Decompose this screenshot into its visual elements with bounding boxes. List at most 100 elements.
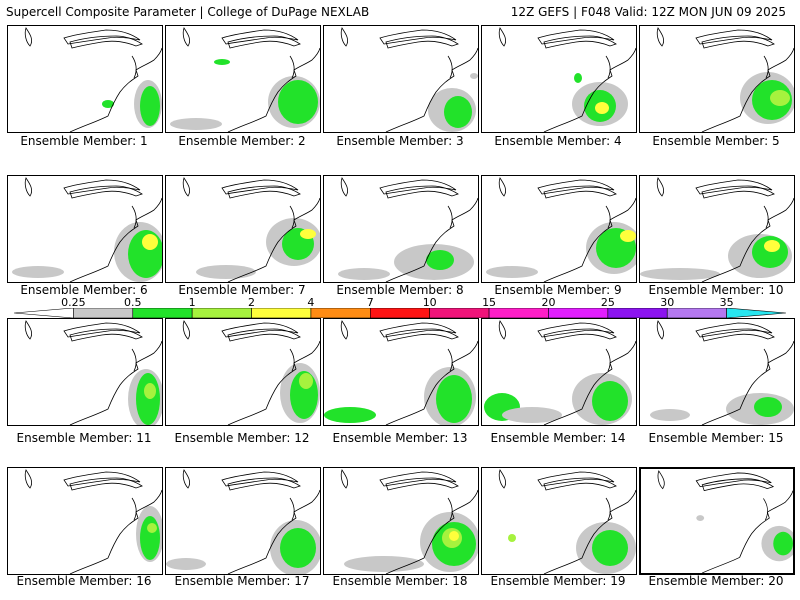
lake-outline	[695, 179, 773, 195]
color-scale-swatch	[132, 308, 193, 318]
lake-outline	[543, 328, 617, 342]
color-scale-swatch	[191, 308, 252, 318]
lake-outline	[498, 469, 507, 489]
coastline	[385, 47, 478, 132]
scp-contour-area	[640, 268, 720, 280]
color-scale-swatch	[726, 308, 786, 318]
ensemble-member-map	[323, 318, 479, 426]
coastline	[69, 197, 162, 282]
coastline	[227, 197, 320, 282]
coastline	[701, 340, 794, 425]
lake-outline	[537, 471, 615, 487]
ensemble-member-map	[165, 467, 321, 575]
map-canvas	[657, 470, 793, 573]
ensemble-member-map	[481, 318, 637, 426]
color-scale-tick-label: 15	[482, 296, 497, 309]
lake-outline	[69, 185, 143, 199]
map-canvas	[24, 469, 162, 574]
lake-outline	[498, 320, 507, 340]
map-canvas	[498, 27, 636, 132]
coastline	[227, 47, 320, 132]
ensemble-member-map	[323, 25, 479, 133]
scp-contour-area	[278, 80, 318, 124]
color-scale-swatch	[548, 308, 609, 318]
coastline	[701, 197, 794, 282]
lake-outline	[24, 177, 33, 197]
scp-contour-area	[426, 250, 454, 270]
ensemble-member-label: Ensemble Member: 3	[336, 134, 464, 148]
lake-outline	[379, 29, 457, 45]
ensemble-member-map	[7, 175, 163, 283]
lake-outline	[182, 177, 191, 197]
ensemble-member-map	[323, 175, 479, 283]
lake-outline	[340, 320, 349, 340]
ensemble-member-label: Ensemble Member: 1	[20, 134, 148, 148]
lake-outline	[695, 322, 773, 338]
ensemble-member-map	[7, 467, 163, 575]
lake-outline	[182, 320, 191, 340]
coastline	[69, 489, 162, 574]
lake-outline	[537, 29, 615, 45]
coastline	[543, 340, 636, 425]
ensemble-member-label: Ensemble Member: 20	[648, 574, 784, 588]
color-scale-tick-label: 4	[307, 296, 315, 309]
run-info: 12Z GEFS | F048 Valid: 12Z MON JUN 09 20…	[510, 5, 786, 19]
scp-contour-area	[140, 86, 160, 126]
map-canvas	[486, 177, 636, 282]
color-scale-swatch	[73, 308, 134, 318]
scp-contour-area	[470, 73, 478, 79]
scp-contour-area	[764, 240, 780, 252]
lake-outline	[227, 185, 301, 199]
scp-contour-area	[592, 381, 628, 421]
ensemble-member-map	[481, 25, 637, 133]
ensemble-member-label: Ensemble Member: 18	[332, 574, 468, 588]
lake-outline	[24, 320, 33, 340]
scp-contour-area	[436, 375, 472, 423]
lake-outline	[221, 322, 299, 338]
scp-contour-area	[696, 515, 705, 521]
ensemble-member-map	[7, 318, 163, 426]
lake-outline	[227, 477, 301, 491]
scp-contour-area	[574, 73, 582, 83]
ensemble-member-label: Ensemble Member: 13	[332, 431, 468, 445]
lake-outline	[763, 498, 768, 521]
color-scale-tick-label: 25	[600, 296, 615, 309]
color-scale-tick-label: 10	[422, 296, 437, 309]
lake-outline	[379, 471, 457, 487]
ensemble-member-map	[165, 25, 321, 133]
lake-outline	[385, 328, 459, 342]
map-canvas	[656, 27, 794, 132]
lake-outline	[605, 497, 611, 521]
lake-outline	[763, 348, 769, 372]
color-scale-swatch	[488, 308, 549, 318]
lake-outline	[289, 55, 295, 79]
lake-outline	[605, 205, 611, 229]
scp-contour-area	[770, 90, 790, 106]
lake-outline	[69, 35, 143, 49]
lake-outline	[447, 497, 453, 521]
color-scale-tick-label: 1	[188, 296, 196, 309]
ensemble-member-map	[639, 467, 795, 575]
coastline	[385, 489, 478, 574]
lake-outline	[605, 55, 611, 79]
map-canvas	[498, 469, 636, 574]
scp-contour-area	[214, 59, 230, 65]
lake-outline	[695, 29, 773, 45]
color-scale-swatch	[666, 308, 727, 318]
map-canvas	[324, 320, 478, 425]
coastline	[385, 340, 478, 425]
scp-contour-area	[449, 531, 459, 541]
scp-contour-area	[592, 530, 628, 566]
ensemble-member-map	[323, 467, 479, 575]
lake-outline	[63, 179, 141, 195]
lake-outline	[657, 470, 665, 490]
scp-contour-area	[280, 528, 316, 568]
lake-outline	[131, 348, 137, 372]
lake-outline	[543, 35, 617, 49]
scp-contour-area	[166, 558, 206, 570]
color-scale-swatch	[14, 308, 74, 318]
scp-contour-area	[147, 523, 157, 533]
lake-outline	[498, 177, 507, 197]
lake-outline	[221, 179, 299, 195]
ensemble-member-map	[481, 175, 637, 283]
